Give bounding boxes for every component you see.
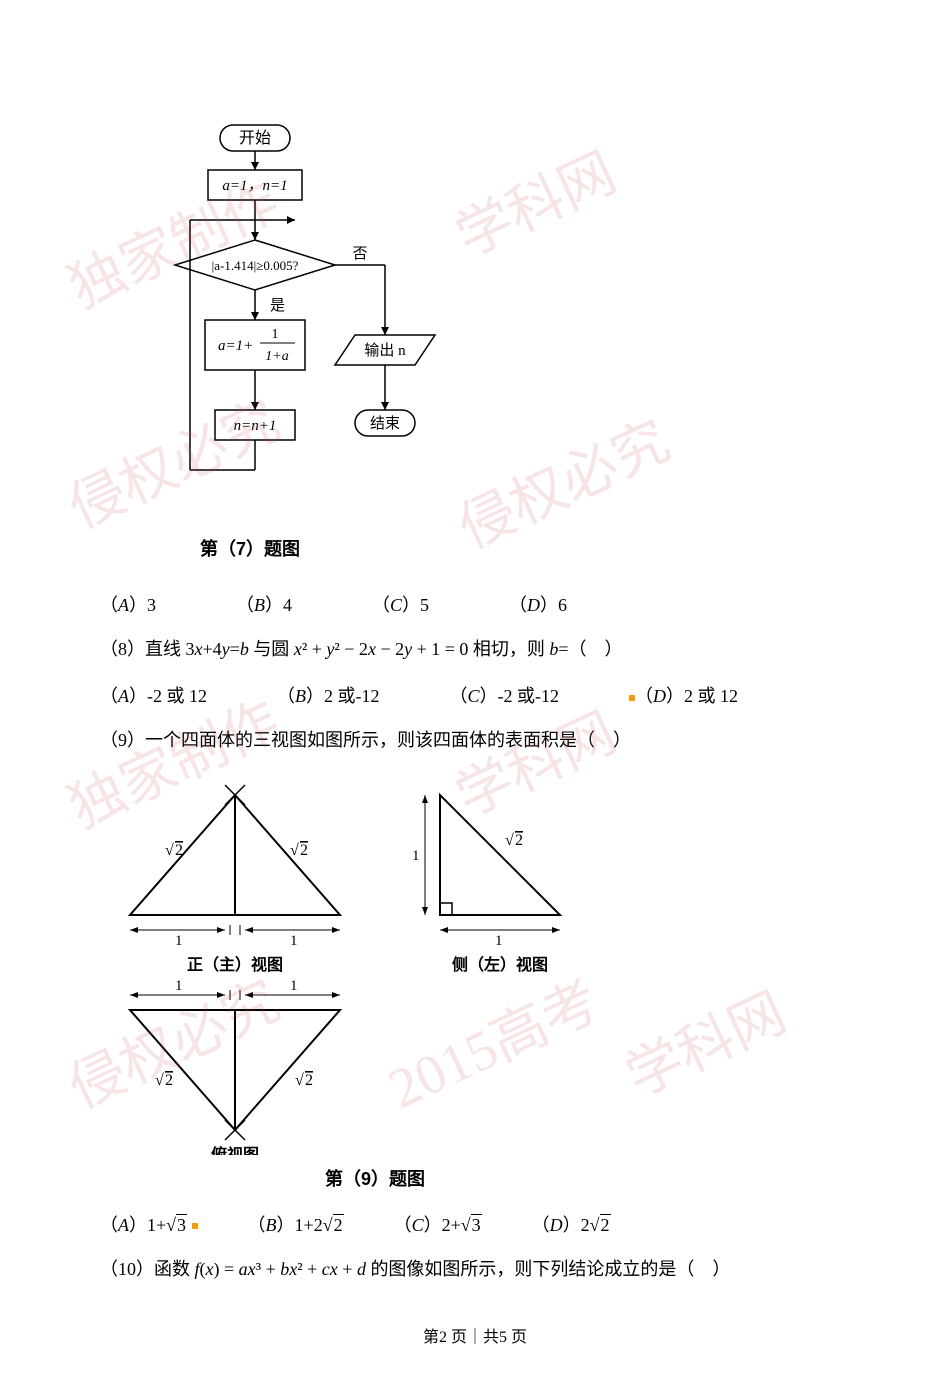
svg-text:1+a: 1+a	[265, 349, 288, 364]
q8-options: （A）-2 或 12 （B）2 或-12 （C）-2 或-12 （D）2 或 1…	[100, 682, 850, 708]
option-d: （D）2 或 12	[629, 682, 738, 708]
svg-text:开始: 开始	[239, 129, 271, 147]
svg-text:2: 2	[300, 842, 308, 859]
svg-text:2: 2	[165, 1072, 173, 1089]
option-a: （A）3	[100, 591, 156, 617]
svg-text:1: 1	[272, 327, 279, 342]
svg-text:1: 1	[175, 933, 183, 949]
svg-text:2: 2	[305, 1072, 313, 1089]
option-d: （D）6	[509, 591, 567, 617]
option-a: （A）-2 或 12	[100, 682, 207, 708]
svg-text:√: √	[505, 832, 514, 849]
svg-text:1: 1	[495, 933, 503, 949]
views-caption: 第（9）题图	[100, 1165, 650, 1191]
option-b: （B）2 或-12	[277, 682, 380, 708]
svg-text:否: 否	[352, 246, 367, 262]
page: 独家制作 学科网 侵权必究 侵权必究 独家制作 学科网 侵权必究 2015高考 …	[0, 0, 950, 1387]
svg-text:√: √	[165, 842, 174, 859]
svg-text:|a-1.414|≥0.005?: |a-1.414|≥0.005?	[212, 258, 299, 273]
svg-text:n=n+1: n=n+1	[234, 418, 277, 434]
svg-text:a=1，n=1: a=1，n=1	[222, 178, 287, 194]
svg-text:√: √	[295, 1072, 304, 1089]
option-b: （B）4	[236, 591, 292, 617]
q9-text: （9）一个四面体的三视图如图所示，则该四面体的表面积是（ ）	[100, 726, 850, 755]
q8-text: （8）直线 3x+4y=b 与圆 x² + y² − 2x − 2y + 1 =…	[100, 635, 850, 664]
option-b: （B）1+22	[248, 1211, 344, 1237]
svg-text:2: 2	[175, 842, 183, 859]
svg-text:俯视图: 俯视图	[211, 1145, 259, 1155]
svg-text:2: 2	[515, 832, 523, 849]
svg-text:正（主）视图: 正（主）视图	[187, 955, 283, 974]
svg-text:1: 1	[290, 978, 298, 994]
option-a: （A）1+3	[100, 1211, 198, 1237]
option-d: （D）22	[532, 1211, 611, 1237]
svg-text:输出 n: 输出 n	[364, 342, 406, 359]
flowchart: 开始 a=1，n=1 |a-1.414|≥0.005? 否 输出 n	[160, 120, 850, 525]
marker-dot	[629, 695, 635, 701]
svg-text:a=1+: a=1+	[218, 338, 253, 354]
svg-text:结束: 结束	[370, 415, 400, 432]
three-views-svg: √ 2 √ 2 1 1 正（主）视图 √ 2	[100, 775, 660, 1155]
flowchart-svg: 开始 a=1，n=1 |a-1.414|≥0.005? 否 输出 n	[160, 120, 450, 520]
svg-text:是: 是	[270, 298, 285, 314]
svg-text:1: 1	[290, 933, 298, 949]
option-c: （C）5	[372, 591, 429, 617]
svg-text:√: √	[290, 842, 299, 859]
option-c: （C）2+3	[394, 1211, 482, 1237]
option-c: （C）-2 或-12	[450, 682, 560, 708]
svg-text:1: 1	[412, 848, 420, 864]
three-views: √ 2 √ 2 1 1 正（主）视图 √ 2	[100, 775, 850, 1191]
flowchart-caption: 第（7）题图	[200, 535, 850, 561]
marker-dot	[192, 1223, 198, 1229]
svg-text:1: 1	[175, 978, 183, 994]
svg-text:√: √	[155, 1072, 164, 1089]
q7-options: （A）3 （B）4 （C）5 （D）6	[100, 591, 850, 617]
svg-text:侧（左）视图: 侧（左）视图	[452, 955, 548, 974]
q9-options: （A）1+3 （B）1+22 （C）2+3 （D）22	[100, 1211, 850, 1237]
q10-text: （10）函数 f(x) = ax³ + bx² + cx + d 的图像如图所示…	[100, 1255, 850, 1284]
